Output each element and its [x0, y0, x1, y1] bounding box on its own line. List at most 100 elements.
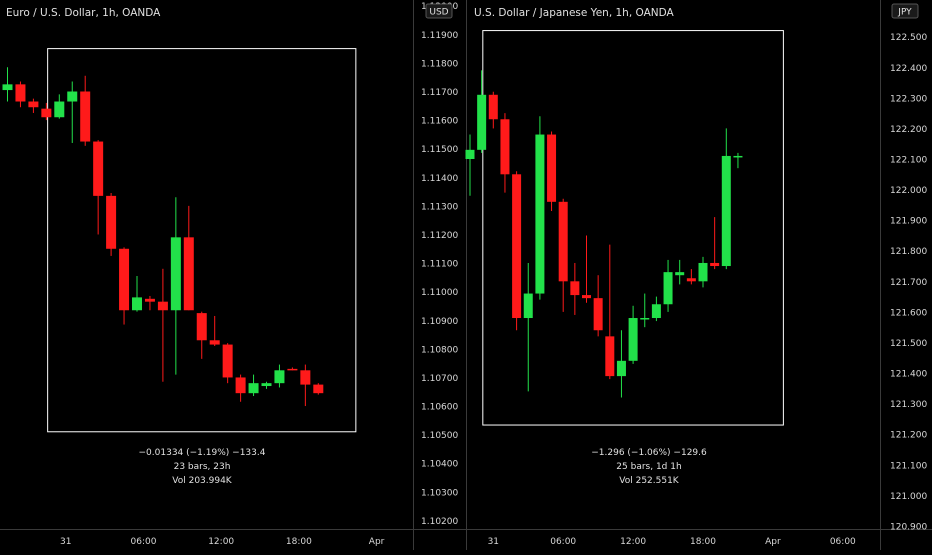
price-tick-label: 1.10200: [421, 517, 458, 527]
price-tick-label: 121.800: [890, 247, 927, 257]
eurusd-chart[interactable]: Euro / U.S. Dollar, 1h, OANDA 1.120001.1…: [2, 2, 459, 547]
candle-body: [698, 262, 708, 282]
price-axis[interactable]: 1.120001.119001.118001.117001.116001.115…: [421, 2, 458, 527]
price-tick-label: 121.300: [890, 400, 927, 410]
candle-body: [640, 318, 650, 320]
candles: [465, 70, 743, 398]
candle-body: [300, 370, 311, 385]
candle-body: [67, 91, 78, 102]
candle-body: [733, 155, 743, 158]
price-tick-label: 121.100: [890, 461, 927, 471]
measure-change: −1.296 (−1.06%) −129.6: [591, 448, 707, 458]
chart-title: U.S. Dollar / Japanese Yen, 1h, OANDA: [474, 7, 675, 19]
time-axis[interactable]: 31 06:00 12:00 18:00 Apr: [60, 537, 385, 547]
candle-body: [721, 155, 731, 267]
currency-badge[interactable]: [891, 3, 919, 19]
candle-body: [512, 174, 522, 319]
candle-bullish: [698, 256, 708, 288]
candle-body: [313, 384, 324, 394]
candle-bearish: [287, 367, 298, 371]
price-tick-label: 120.900: [890, 522, 927, 532]
price-tick-label: 1.10500: [421, 431, 458, 441]
price-tick-label: 121.000: [890, 492, 927, 502]
candle-body: [144, 298, 155, 302]
measure-change: −0.01334 (−1.19%) −133.4: [139, 448, 266, 458]
time-tick-label: 18:00: [690, 537, 716, 547]
candle-bearish: [593, 275, 603, 337]
price-tick-label: 122.300: [890, 94, 927, 104]
currency-badge-label: JPY: [897, 8, 912, 18]
candle-body: [582, 295, 591, 299]
price-tick-label: 121.700: [890, 278, 927, 288]
currency-badge-label: USD: [429, 8, 448, 18]
candle-body: [593, 298, 603, 331]
price-tick-label: 121.200: [890, 431, 927, 441]
candle-body: [535, 134, 545, 294]
candle-bearish: [547, 131, 557, 211]
candle-body: [558, 201, 568, 282]
usdjpy-chart[interactable]: U.S. Dollar / Japanese Yen, 1h, OANDA 12…: [465, 3, 928, 547]
candle-bearish: [235, 374, 246, 402]
candle-bearish: [512, 171, 522, 331]
price-tick-label: 1.10600: [421, 403, 458, 413]
price-axis[interactable]: 122.500 122.400 122.300 122.200 122.100 122.0…: [890, 33, 927, 532]
time-tick-label: 12:00: [208, 537, 234, 547]
candle-body: [651, 304, 661, 319]
candle-bearish: [183, 205, 194, 311]
candle-bearish: [196, 311, 207, 359]
measure-range-box[interactable]: [482, 30, 784, 426]
candle-body: [170, 237, 181, 311]
candle-bullish: [640, 293, 650, 328]
price-tick-label: 121.900: [890, 217, 927, 227]
time-tick-label: 06:00: [830, 537, 856, 547]
candle-bearish: [144, 295, 155, 311]
candle-body: [235, 377, 246, 394]
chart-title: Euro / U.S. Dollar, 1h, OANDA: [6, 7, 161, 19]
time-axis[interactable]: 31 06:00 12:00 18:00 Apr 06:00: [488, 537, 856, 547]
candle-bullish: [248, 374, 259, 397]
candle-bearish: [605, 244, 615, 380]
candle-body: [686, 278, 696, 282]
measure-volume: Vol 252.551K: [619, 476, 680, 486]
candle-bearish: [157, 268, 168, 382]
range-box-outline[interactable]: [47, 48, 357, 433]
candle-body: [28, 101, 39, 108]
measure-range-box[interactable]: [47, 48, 357, 433]
candle-body: [106, 195, 117, 249]
candle-bearish: [41, 102, 52, 121]
candle-bullish: [132, 275, 142, 312]
time-tick-label: Apr: [369, 537, 385, 547]
candle-bearish: [80, 75, 91, 146]
price-tick-label: 1.11900: [421, 31, 458, 41]
candle-body: [196, 313, 207, 341]
candle-bullish: [465, 134, 475, 196]
time-tick-label: 31: [488, 537, 499, 547]
price-tick-label: 1.11700: [421, 88, 458, 98]
price-tick-label: 1.11800: [421, 59, 458, 69]
candle-body: [710, 262, 720, 267]
candle-bearish: [710, 217, 720, 270]
candle-body: [488, 94, 498, 120]
price-tick-label: 122.400: [890, 64, 927, 74]
price-tick-label: 1.10400: [421, 460, 458, 470]
candle-body: [93, 141, 104, 196]
time-tick-label: 18:00: [286, 537, 312, 547]
price-tick-label: 1.10300: [421, 488, 458, 498]
measure-bars: 23 bars, 23h: [174, 462, 231, 472]
currency-badge[interactable]: [425, 3, 453, 19]
candle-body: [616, 360, 626, 377]
price-tick-label: 1.11200: [421, 231, 458, 241]
measure-volume: Vol 203.994K: [172, 476, 233, 486]
time-tick-label: 12:00: [620, 537, 646, 547]
candle-body: [675, 272, 685, 276]
candle-bearish: [209, 315, 220, 346]
range-box-outline[interactable]: [482, 30, 784, 426]
candle-body: [261, 383, 272, 387]
time-tick-label: 31: [60, 537, 71, 547]
candle-bearish: [500, 113, 510, 193]
candle-bullish: [67, 81, 78, 143]
candle-bullish: [477, 70, 487, 153]
price-tick-label: 122.200: [890, 125, 927, 135]
candle-bearish: [93, 140, 104, 235]
time-tick-label: Apr: [765, 537, 781, 547]
